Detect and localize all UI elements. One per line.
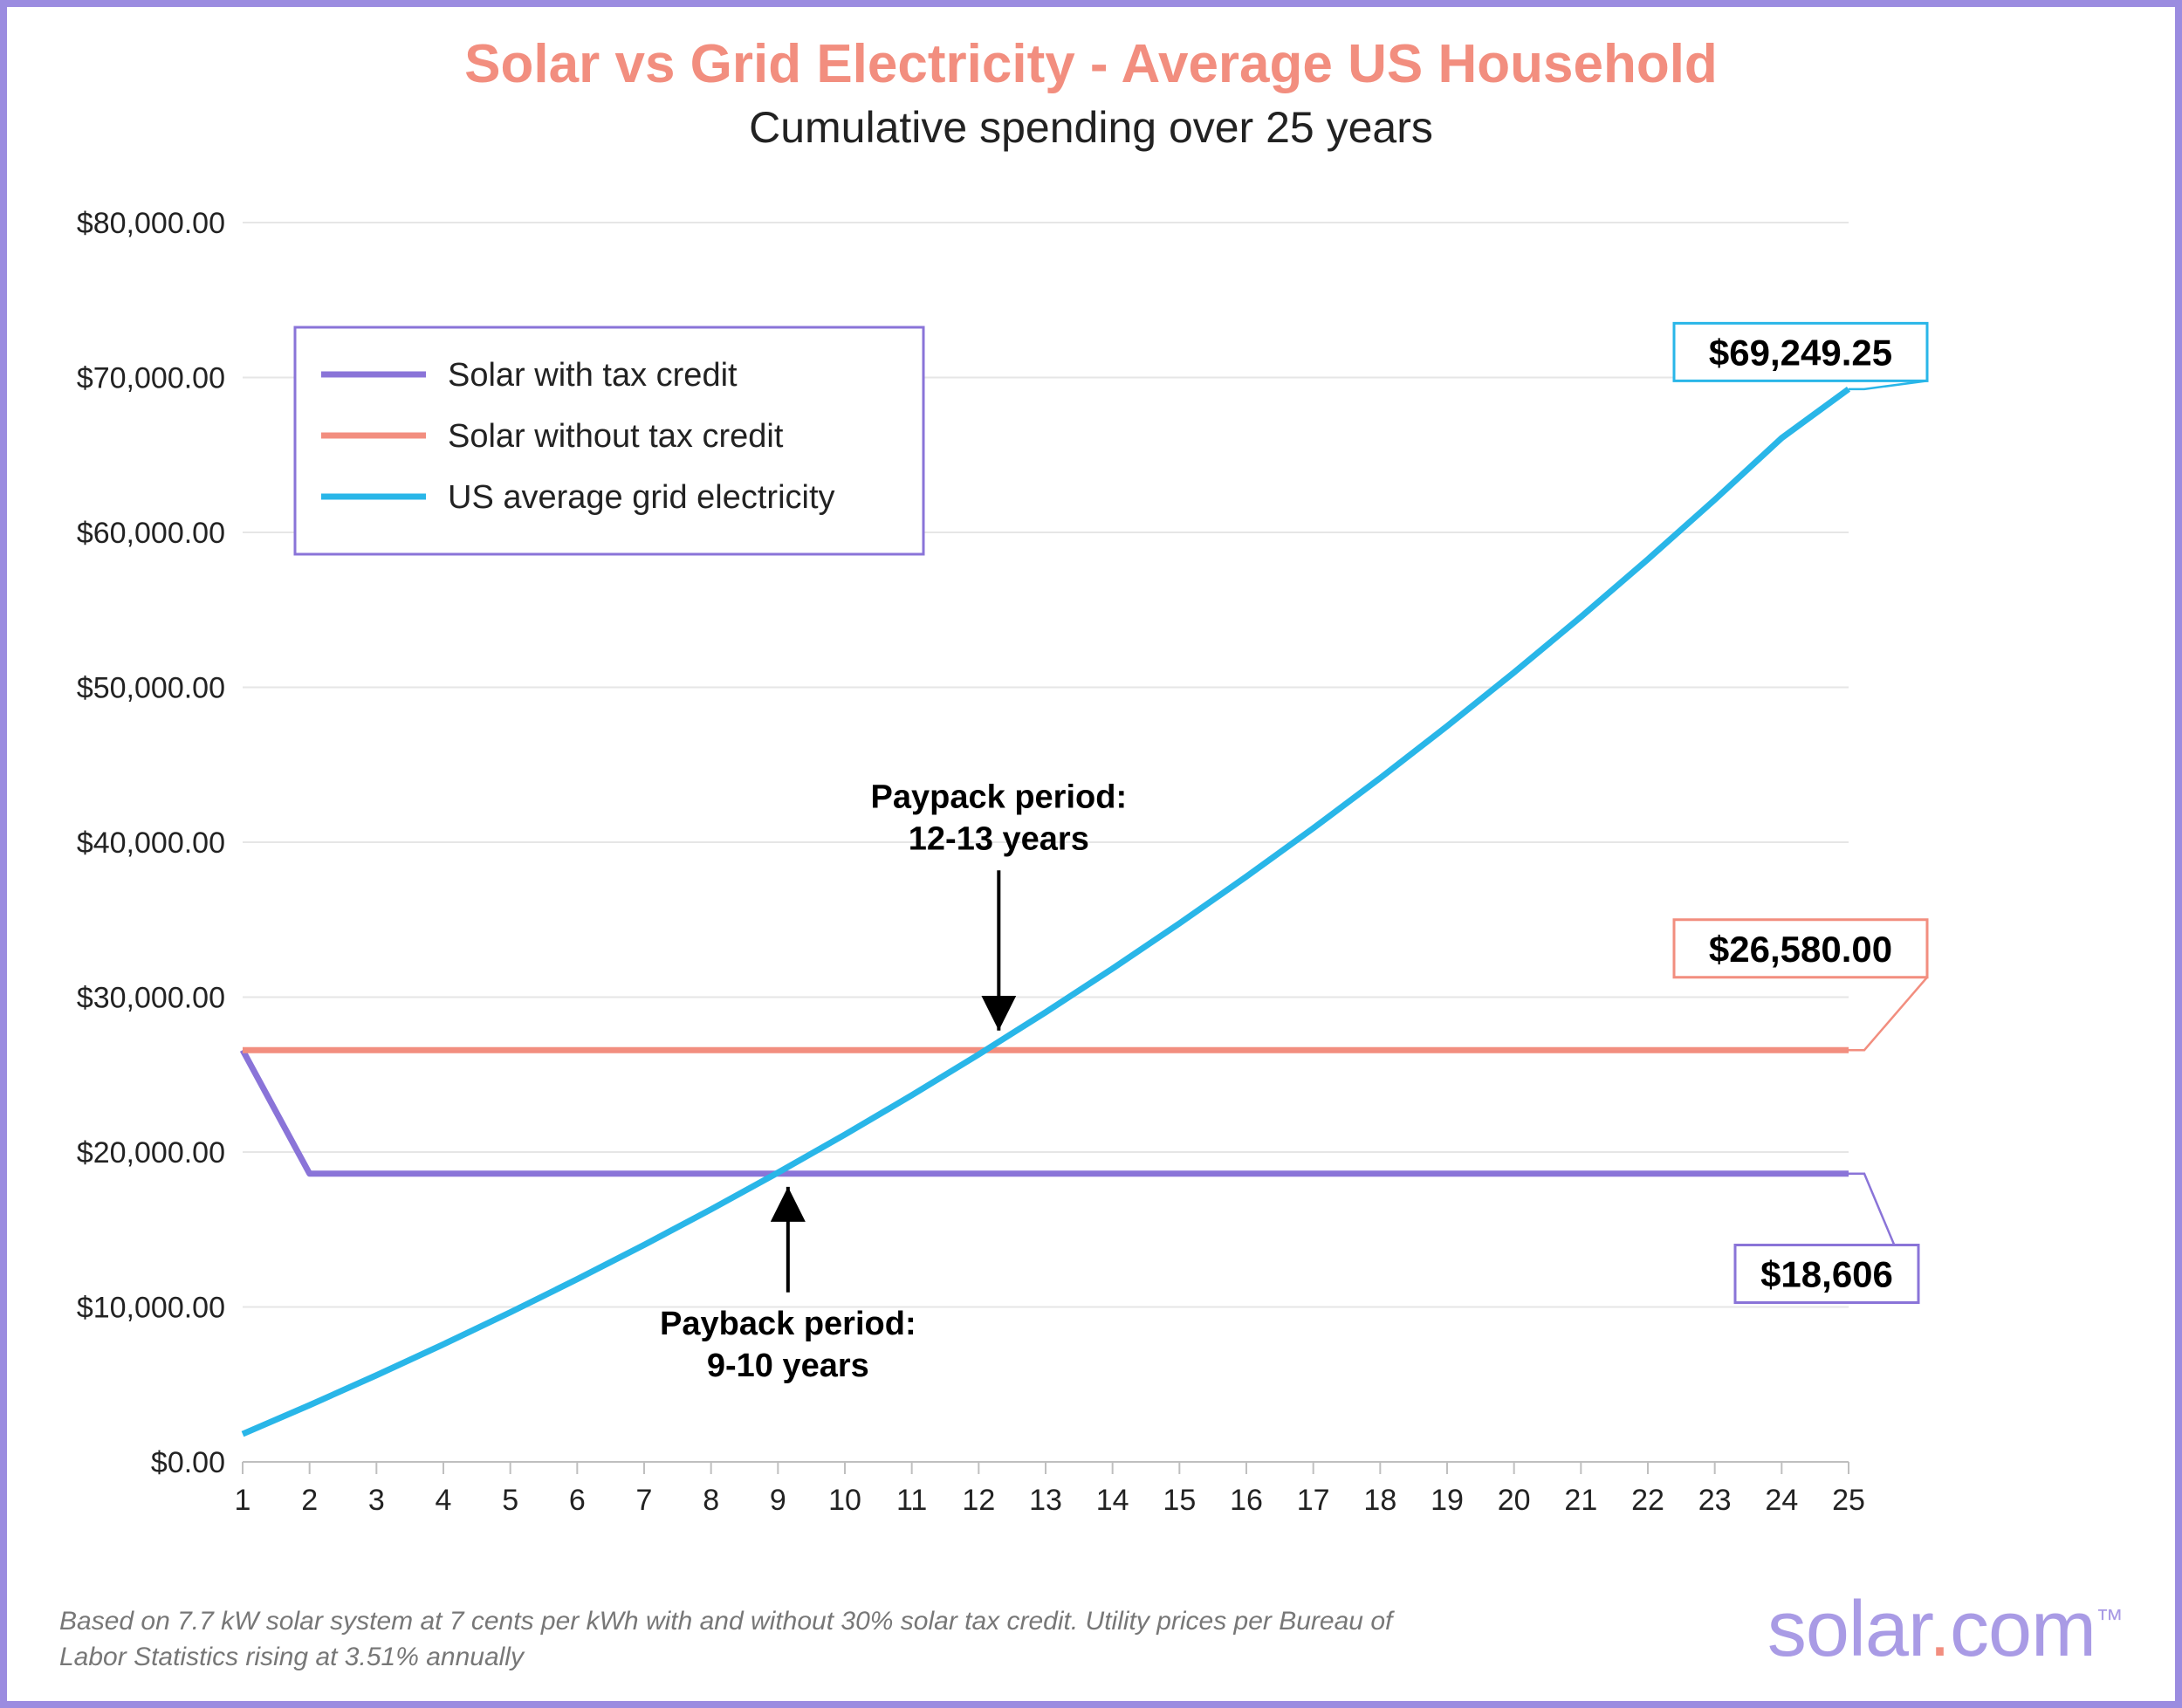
svg-text:22: 22	[1631, 1484, 1664, 1517]
logo-tm: ™	[2096, 1603, 2123, 1635]
svg-text:3: 3	[368, 1484, 385, 1517]
svg-text:17: 17	[1297, 1484, 1330, 1517]
svg-text:2: 2	[301, 1484, 318, 1517]
logo-part2: com	[1950, 1586, 2096, 1673]
footer-row: Based on 7.7 kW solar system at 7 cents …	[59, 1585, 2123, 1675]
svg-text:Solar with tax credit: Solar with tax credit	[448, 357, 738, 394]
brand-logo: solar.com™	[1767, 1585, 2123, 1675]
footnote-text: Based on 7.7 kW solar system at 7 cents …	[59, 1604, 1412, 1675]
svg-text:12-13 years: 12-13 years	[909, 820, 1089, 857]
svg-text:Solar without tax credit: Solar without tax credit	[448, 418, 784, 455]
svg-text:20: 20	[1498, 1484, 1531, 1517]
svg-text:25: 25	[1832, 1484, 1865, 1517]
chart-area: $0.00 $10,000.00 $20,000.00 $30,000.00 $40,0…	[42, 188, 2140, 1549]
svg-text:$0.00: $0.00	[151, 1446, 225, 1479]
svg-text:$30,000.00: $30,000.00	[77, 982, 225, 1015]
svg-text:$10,000.00: $10,000.00	[77, 1292, 225, 1325]
svg-text:19: 19	[1431, 1484, 1464, 1517]
svg-text:6: 6	[569, 1484, 586, 1517]
svg-text:10: 10	[828, 1484, 861, 1517]
svg-text:11: 11	[896, 1484, 927, 1517]
titles-block: Solar vs Grid Electricity - Average US H…	[42, 33, 2140, 153]
svg-text:7: 7	[636, 1484, 653, 1517]
svg-text:$26,580.00: $26,580.00	[1709, 929, 1892, 970]
svg-text:$70,000.00: $70,000.00	[77, 362, 225, 395]
svg-text:5: 5	[502, 1484, 518, 1517]
svg-text:$80,000.00: $80,000.00	[77, 207, 225, 240]
svg-text:$50,000.00: $50,000.00	[77, 672, 225, 705]
logo-dot: .	[1929, 1586, 1950, 1673]
logo-part1: solar	[1767, 1586, 1929, 1673]
svg-text:9-10 years: 9-10 years	[707, 1348, 869, 1384]
svg-text:14: 14	[1096, 1484, 1129, 1517]
svg-text:21: 21	[1564, 1484, 1597, 1517]
chart-subtitle: Cumulative spending over 25 years	[42, 102, 2140, 153]
svg-text:$60,000.00: $60,000.00	[77, 517, 225, 550]
svg-text:13: 13	[1029, 1484, 1062, 1517]
svg-text:$20,000.00: $20,000.00	[77, 1136, 225, 1170]
chart-title: Solar vs Grid Electricity - Average US H…	[42, 33, 2140, 95]
svg-text:12: 12	[962, 1484, 995, 1517]
svg-text:18: 18	[1363, 1484, 1396, 1517]
svg-text:16: 16	[1230, 1484, 1263, 1517]
svg-text:23: 23	[1698, 1484, 1732, 1517]
line-chart-svg: $0.00 $10,000.00 $20,000.00 $30,000.00 $40,0…	[42, 188, 2137, 1549]
chart-frame: Solar vs Grid Electricity - Average US H…	[0, 0, 2182, 1708]
svg-text:4: 4	[436, 1484, 452, 1517]
svg-text:$40,000.00: $40,000.00	[77, 827, 225, 860]
svg-text:24: 24	[1765, 1484, 1798, 1517]
svg-text:Payback period:: Payback period:	[660, 1306, 916, 1342]
svg-text:$69,249.25: $69,249.25	[1709, 332, 1892, 373]
svg-text:1: 1	[235, 1484, 251, 1517]
svg-text:9: 9	[770, 1484, 786, 1517]
svg-text:8: 8	[703, 1484, 719, 1517]
svg-text:$18,606: $18,606	[1760, 1254, 1893, 1295]
svg-text:15: 15	[1163, 1484, 1196, 1517]
svg-text:US average grid electricity: US average grid electricity	[448, 479, 835, 516]
svg-text:Paypack period:: Paypack period:	[871, 779, 1128, 815]
